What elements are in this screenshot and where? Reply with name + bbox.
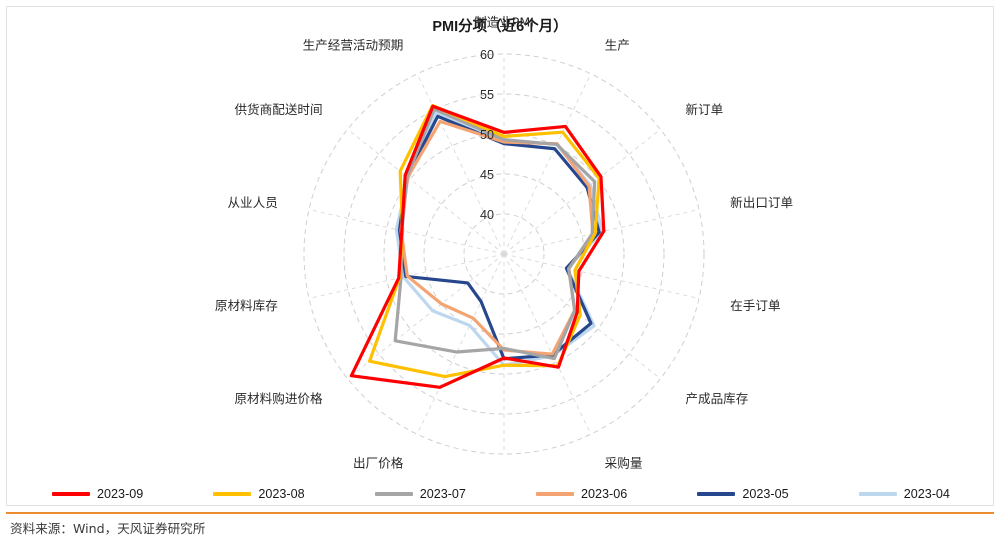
source-text: 资料来源：Wind，天风证券研究所	[10, 521, 206, 536]
radar-axis-spoke	[503, 73, 592, 255]
radar-axis-spoke	[347, 128, 505, 255]
source-divider	[6, 512, 994, 514]
radar-category-label: 新出口订单	[730, 195, 793, 210]
legend-label: 2023-09	[97, 487, 144, 501]
radar-tick-label: 50	[480, 128, 494, 142]
radar-tick-label: 45	[480, 168, 494, 182]
legend-swatch-icon	[858, 492, 897, 496]
radar-axis-spoke	[308, 209, 505, 255]
radar-axis-spoke	[503, 253, 592, 435]
legend-swatch-icon	[52, 492, 91, 496]
legend-label: 2023-08	[258, 487, 305, 501]
chart-frame: PMI分项（近6个月） 制造业PMI 生产新订单新出口订单在手订单产成品库存采购量…	[6, 6, 994, 506]
radar-category-label: 原材料购进价格	[234, 391, 323, 406]
radar-category-label: 制造业PMI	[474, 15, 534, 30]
radar-ring	[343, 93, 665, 415]
radar-category-label: 从业人员	[227, 195, 277, 210]
radar-series-2023-09	[349, 104, 606, 389]
legend-item-2023-04[interactable]: 2023-04	[858, 487, 950, 501]
legend-item-2023-07[interactable]: 2023-07	[374, 487, 466, 501]
radar-axis-spoke	[416, 253, 505, 435]
radar-category-label: 原材料库存	[215, 298, 278, 313]
radar-axis-spoke	[503, 253, 661, 380]
legend-label: 2023-04	[903, 487, 950, 501]
legend-item-2023-08[interactable]: 2023-08	[213, 487, 305, 501]
radar-category-label: 供货商配送时间	[234, 102, 322, 117]
radar-tick-labels: 40 45 50 55 60	[480, 48, 494, 222]
legend-swatch-icon	[213, 492, 252, 496]
radar-series-2023-08	[367, 103, 601, 379]
legend-item-2023-06[interactable]: 2023-06	[536, 487, 627, 501]
radar-category-label: 新订单	[685, 102, 723, 117]
radar-category-label: 生产经营活动预期	[303, 37, 404, 52]
radar-chart: 制造业PMI生产新订单新出口订单在手订单产成品库存采购量进口出厂价格原材料购进价…	[215, 15, 793, 471]
radar-series-2023-06	[399, 119, 595, 356]
radar-axis-spoke	[503, 128, 661, 255]
radar-axis-spoke	[416, 73, 505, 255]
legend-label: 2023-05	[742, 487, 789, 501]
legend-label: 2023-06	[581, 487, 628, 501]
legend-swatch-icon	[374, 492, 413, 496]
radar-series-layer	[349, 103, 606, 389]
legend-item-2023-05[interactable]: 2023-05	[697, 487, 789, 501]
radar-tick-label: 60	[480, 48, 494, 62]
radar-category-label: 出厂价格	[353, 456, 404, 471]
radar-ring	[463, 213, 545, 295]
legend-swatch-icon	[697, 492, 736, 496]
radar-category-label: 采购量	[605, 456, 643, 471]
radar-ring	[303, 53, 705, 455]
radar-category-labels: 制造业PMI生产新订单新出口订单在手订单产成品库存采购量进口出厂价格原材料购进价…	[215, 15, 793, 471]
radar-ring	[383, 133, 625, 375]
radar-grid	[303, 53, 705, 455]
radar-tick-label: 40	[480, 208, 494, 222]
legend-swatch-icon	[536, 492, 575, 496]
chart-legend: 2023-09 2023-08 2023-07 2023-06 2023-05 2023-…	[7, 481, 995, 507]
chart-title: PMI分项（近6个月）	[432, 19, 568, 35]
legend-item-2023-09[interactable]: 2023-09	[52, 487, 143, 501]
radar-category-label: 生产	[605, 37, 630, 52]
legend-label: 2023-07	[419, 487, 466, 501]
radar-tick-label: 55	[480, 88, 494, 102]
radar-category-label: 在手订单	[730, 298, 780, 313]
radar-axis-spoke	[347, 253, 505, 380]
radar-axis-spoke	[503, 253, 700, 299]
radar-category-label: 产成品库存	[685, 391, 748, 406]
